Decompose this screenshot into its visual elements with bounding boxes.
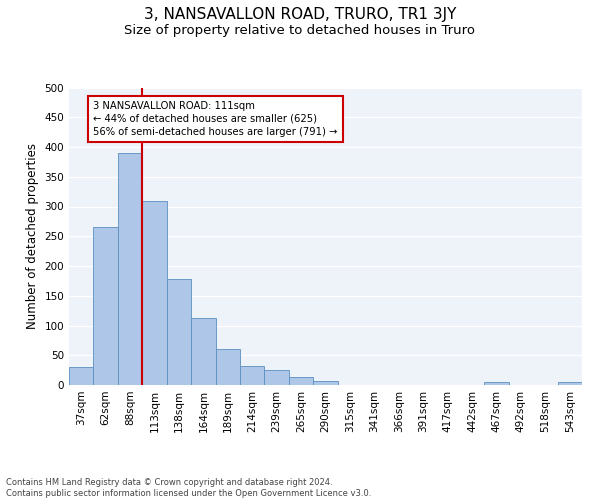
Y-axis label: Number of detached properties: Number of detached properties [26, 143, 39, 329]
Bar [94, 228, 118, 385]
Text: Size of property relative to detached houses in Truro: Size of property relative to detached ho… [125, 24, 476, 37]
Text: 3, NANSAVALLON ROAD, TRURO, TR1 3JY: 3, NANSAVALLON ROAD, TRURO, TR1 3JY [144, 8, 456, 22]
Bar [167, 279, 191, 385]
Text: Contains HM Land Registry data © Crown copyright and database right 2024.
Contai: Contains HM Land Registry data © Crown c… [6, 478, 371, 498]
Bar [557, 382, 582, 385]
Bar [289, 376, 313, 385]
Bar [118, 153, 142, 385]
Bar [265, 370, 289, 385]
Bar [240, 366, 265, 385]
Bar [484, 382, 509, 385]
Bar [313, 381, 338, 385]
Text: 3 NANSAVALLON ROAD: 111sqm
← 44% of detached houses are smaller (625)
56% of sem: 3 NANSAVALLON ROAD: 111sqm ← 44% of deta… [94, 100, 338, 137]
Bar [142, 200, 167, 385]
Bar [215, 350, 240, 385]
Bar [69, 367, 94, 385]
Bar [191, 318, 215, 385]
